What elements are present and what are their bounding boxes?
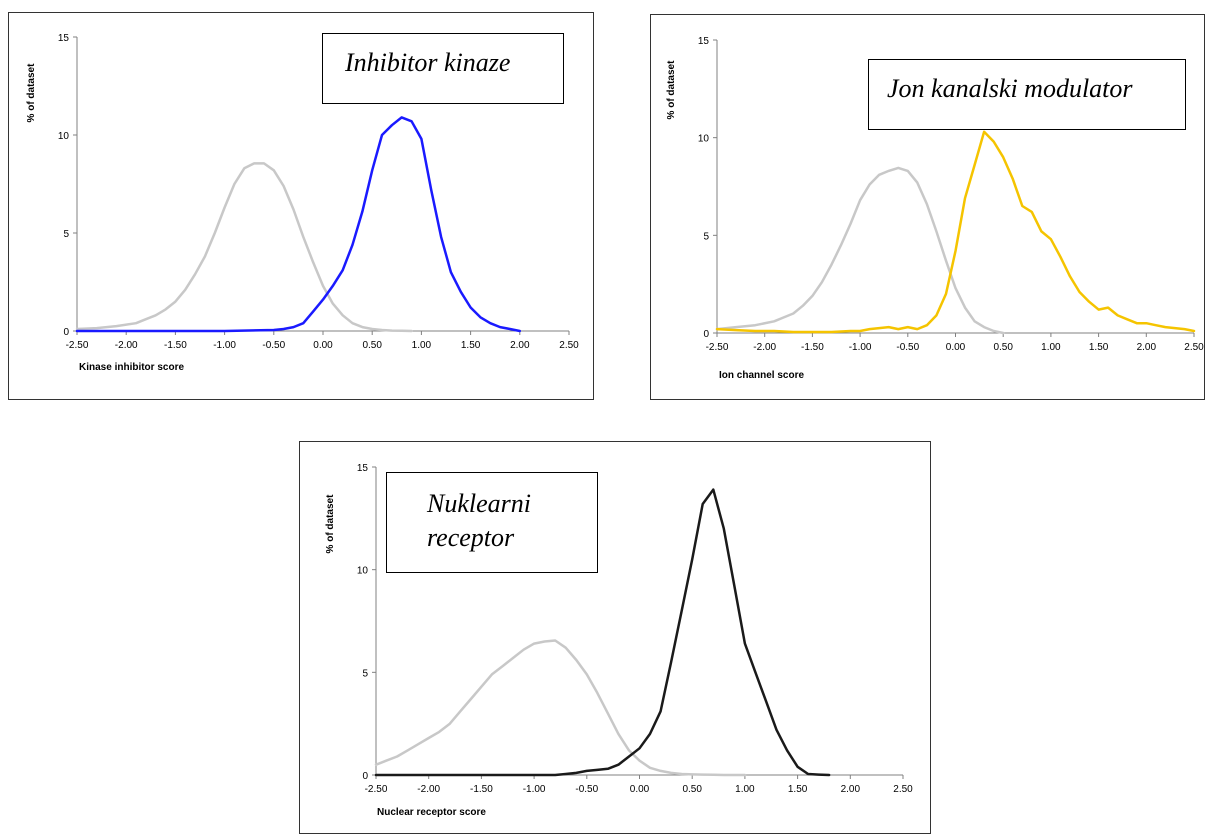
x-tick-label: -2.50 xyxy=(706,342,729,353)
x-tick-label: -2.00 xyxy=(417,784,440,795)
x-tick-label: 0.00 xyxy=(946,342,966,353)
x-tick-label: 2.00 xyxy=(1137,342,1157,353)
y-axis-title: % of dataset xyxy=(666,60,677,120)
chart-panel-ion-channel: 0 5 10 15 -2.50 -2.00 -1.50 -1.00 -0.50 0.00 0.50 1… xyxy=(650,14,1205,400)
y-axis-title: % of dataset xyxy=(26,63,37,123)
chart-svg-ion-channel: 0 5 10 15 -2.50 -2.00 -1.50 -1.00 -0.50 0.00 0.50 1… xyxy=(666,36,1204,381)
x-tick-label: 0.50 xyxy=(682,784,702,795)
y-tick-label: 0 xyxy=(703,329,709,340)
y-tick-label: 15 xyxy=(357,463,369,474)
y-tick-label: 10 xyxy=(698,134,710,145)
x-tick-label: 1.00 xyxy=(735,784,755,795)
chart-svg-kinase: 0 5 10 15 -2.50 -2.00 -1.50 -1.00 -0.50 0.00 0.50 1… xyxy=(26,33,579,373)
y-tick-label: 5 xyxy=(362,668,368,679)
x-tick-label: -1.50 xyxy=(801,342,824,353)
x-tick-label: -0.50 xyxy=(575,784,598,795)
x-tick-label: -0.50 xyxy=(896,342,919,353)
y-tick-label: 0 xyxy=(362,771,368,782)
annotation-line: receptor xyxy=(427,523,515,552)
x-tick-label: -2.00 xyxy=(753,342,776,353)
chart-annotation-ion-channel: Jon kanalski modulator xyxy=(868,59,1186,130)
y-tick-label: 0 xyxy=(63,327,69,338)
chart-panel-nuclear-receptor: 0 5 10 15 -2.50 -2.00 -1.50 -1.00 -0.50 0.00 0.50 1… xyxy=(299,441,931,834)
x-tick-label: 1.50 xyxy=(788,784,808,795)
x-tick-label: -1.50 xyxy=(164,340,187,351)
y-tick-label: 10 xyxy=(357,566,369,577)
x-tick-label: 0.50 xyxy=(993,342,1013,353)
x-tick-label: 2.00 xyxy=(510,340,530,351)
x-tick-label: -1.00 xyxy=(849,342,872,353)
y-tick-label: 5 xyxy=(703,231,709,242)
series-line-highlight xyxy=(374,488,831,777)
series-line-gray xyxy=(715,166,1005,335)
y-tick-label: 15 xyxy=(58,33,70,44)
y-tick-label: 10 xyxy=(58,131,70,142)
series-line-highlight xyxy=(715,130,1196,334)
annotation-line: Nuklearni xyxy=(427,489,531,518)
chart-annotation-nuclear-receptor: Nuklearni receptor xyxy=(386,472,598,573)
x-tick-label: -0.50 xyxy=(262,340,285,351)
x-tick-label: 2.00 xyxy=(841,784,861,795)
x-tick-label: 1.00 xyxy=(1041,342,1061,353)
y-tick-label: 5 xyxy=(63,229,69,240)
chart-svg-nuclear-receptor: 0 5 10 15 -2.50 -2.00 -1.50 -1.00 -0.50 0.00 0.50 1… xyxy=(325,463,913,818)
x-axis-title: Nuclear receptor score xyxy=(377,807,486,818)
x-tick-label: -1.50 xyxy=(470,784,493,795)
y-tick-label: 15 xyxy=(698,36,710,47)
x-tick-label: 1.50 xyxy=(461,340,481,351)
x-axis-title: Ion channel score xyxy=(719,370,804,381)
x-tick-label: -2.50 xyxy=(365,784,388,795)
x-tick-label: 0.50 xyxy=(362,340,382,351)
series-line-highlight xyxy=(75,116,522,333)
series-line-gray xyxy=(374,639,747,777)
annotation-line: Jon kanalski modulator xyxy=(887,74,1133,103)
x-tick-label: 2.50 xyxy=(559,340,579,351)
annotation-line: Inhibitor kinaze xyxy=(345,48,511,77)
x-tick-label: 0.00 xyxy=(313,340,333,351)
x-tick-label: 2.50 xyxy=(893,784,913,795)
x-tick-label: -2.50 xyxy=(66,340,89,351)
x-tick-label: -1.00 xyxy=(523,784,546,795)
x-tick-label: 1.50 xyxy=(1089,342,1109,353)
x-tick-label: 0.00 xyxy=(630,784,650,795)
x-tick-label: -2.00 xyxy=(115,340,138,351)
x-tick-label: 2.50 xyxy=(1184,342,1204,353)
chart-panel-kinase: 0 5 10 15 -2.50 -2.00 -1.50 -1.00 -0.50 0.00 0.50 1… xyxy=(8,12,594,400)
y-axis-title: % of dataset xyxy=(325,494,336,554)
series-line-gray xyxy=(75,162,413,333)
x-tick-label: -1.00 xyxy=(213,340,236,351)
x-tick-label: 1.00 xyxy=(412,340,432,351)
chart-annotation-kinase: Inhibitor kinaze xyxy=(322,33,564,104)
x-axis-title: Kinase inhibitor score xyxy=(79,362,184,373)
